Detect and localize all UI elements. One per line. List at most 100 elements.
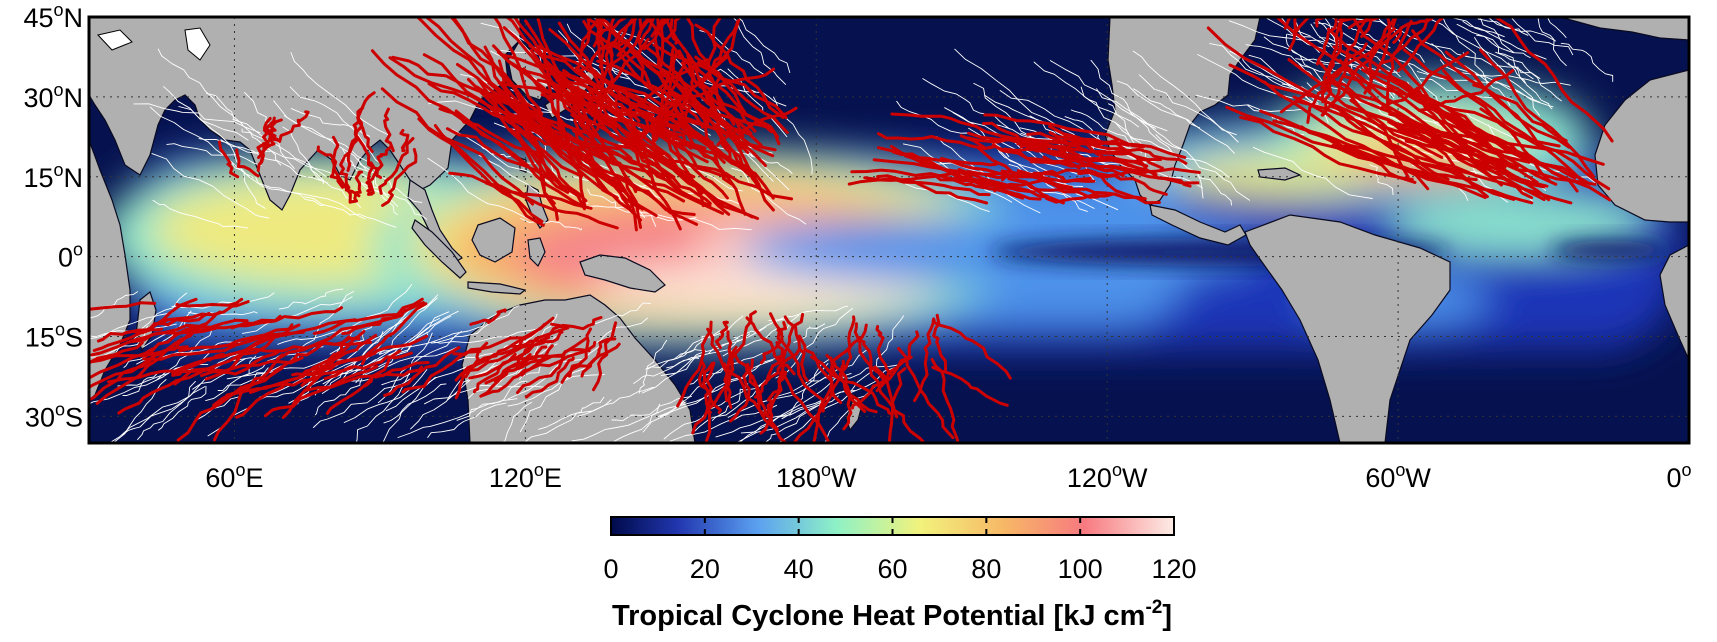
minor-track <box>1114 121 1230 178</box>
major-track <box>1417 69 1515 112</box>
minor-track <box>659 359 774 418</box>
major-track <box>723 362 789 443</box>
major-track <box>399 128 410 153</box>
major-track <box>235 148 260 178</box>
minor-track <box>566 23 631 80</box>
minor-track <box>283 115 371 175</box>
major-track <box>264 365 379 418</box>
minor-track <box>793 323 826 343</box>
major-track <box>1263 80 1430 191</box>
minor-track <box>1132 50 1237 136</box>
minor-track <box>1138 74 1239 143</box>
land-new-guinea <box>579 254 666 293</box>
map-frame <box>87 15 1691 445</box>
minor-track <box>1462 52 1541 79</box>
minor-track <box>1369 164 1394 196</box>
minor-track <box>1439 59 1554 108</box>
major-track <box>876 174 989 205</box>
minor-track <box>220 139 329 184</box>
major-track <box>857 336 899 419</box>
major-track <box>485 181 619 230</box>
major-track <box>704 361 716 443</box>
major-track <box>449 17 544 116</box>
major-track <box>890 112 1031 143</box>
major-track <box>472 352 517 394</box>
major-track <box>700 70 721 129</box>
colorbar-tick-label: 120 <box>1151 554 1196 584</box>
major-track <box>117 370 204 415</box>
minor-track <box>242 296 353 334</box>
major-track <box>759 321 788 365</box>
minor-track <box>225 157 266 209</box>
minor-track <box>1193 171 1232 206</box>
minor-track <box>261 185 366 220</box>
minor-track <box>738 372 852 443</box>
major-track <box>684 17 736 126</box>
colorbar-ticks: 0 20 40 60 80 100 120 <box>603 517 1197 584</box>
major-track <box>759 369 784 435</box>
major-track <box>828 323 868 378</box>
major-track <box>570 113 638 194</box>
major-track <box>144 310 222 357</box>
colorbar-tick-label: 100 <box>1058 554 1103 584</box>
major-track <box>263 117 277 142</box>
minor-track <box>633 357 700 384</box>
major-track <box>931 317 948 372</box>
major-track <box>235 352 336 419</box>
major-track <box>454 337 525 382</box>
lon-tick-label: 120oE <box>489 460 562 493</box>
major-track <box>370 49 530 169</box>
major-track <box>663 17 683 43</box>
major-track <box>676 320 713 408</box>
minor-track <box>1116 80 1235 154</box>
major-track <box>425 17 568 145</box>
major-track <box>792 364 844 443</box>
major-track <box>506 120 584 167</box>
colorbar-tick-label: 60 <box>877 554 907 584</box>
major-track <box>930 358 960 443</box>
major-track <box>509 127 567 192</box>
major-track <box>383 107 395 153</box>
minor-track <box>360 182 428 220</box>
major-track <box>152 300 250 326</box>
minor-track <box>571 401 687 442</box>
major-track <box>1360 17 1375 38</box>
major-cyclone-tracks <box>89 17 1614 443</box>
colorbar-tick-label: 40 <box>784 554 814 584</box>
minor-track <box>1560 42 1614 82</box>
minor-track <box>1456 23 1531 59</box>
land-caribbean <box>1257 167 1302 181</box>
minor-track <box>638 339 668 394</box>
major-track <box>230 306 343 330</box>
minor-track <box>383 383 447 424</box>
minor-track <box>89 312 173 340</box>
minor-track <box>1263 17 1330 48</box>
major-track <box>575 66 657 189</box>
minor-track <box>731 17 787 85</box>
major-track <box>707 17 723 63</box>
major-track <box>323 351 413 381</box>
minor-track <box>381 332 433 386</box>
minor-track <box>89 291 138 319</box>
major-track <box>89 341 177 402</box>
major-track <box>694 80 780 139</box>
major-track <box>218 140 240 179</box>
lon-tick-label: 60oE <box>205 460 263 493</box>
major-track <box>691 345 738 435</box>
major-track <box>661 130 729 200</box>
minor-track <box>157 48 243 125</box>
major-track <box>89 301 157 311</box>
major-track <box>433 124 544 223</box>
major-track <box>356 91 376 153</box>
major-track <box>977 147 1050 198</box>
minor-track <box>1537 17 1567 67</box>
minor-track <box>611 396 692 422</box>
major-track <box>656 18 741 127</box>
minor-track <box>587 188 631 212</box>
minor-track <box>1252 146 1373 199</box>
minor-track <box>166 143 262 166</box>
minor-track <box>1509 17 1574 56</box>
major-track <box>306 334 429 377</box>
minor-track <box>1136 117 1204 199</box>
major-track <box>1321 27 1396 117</box>
